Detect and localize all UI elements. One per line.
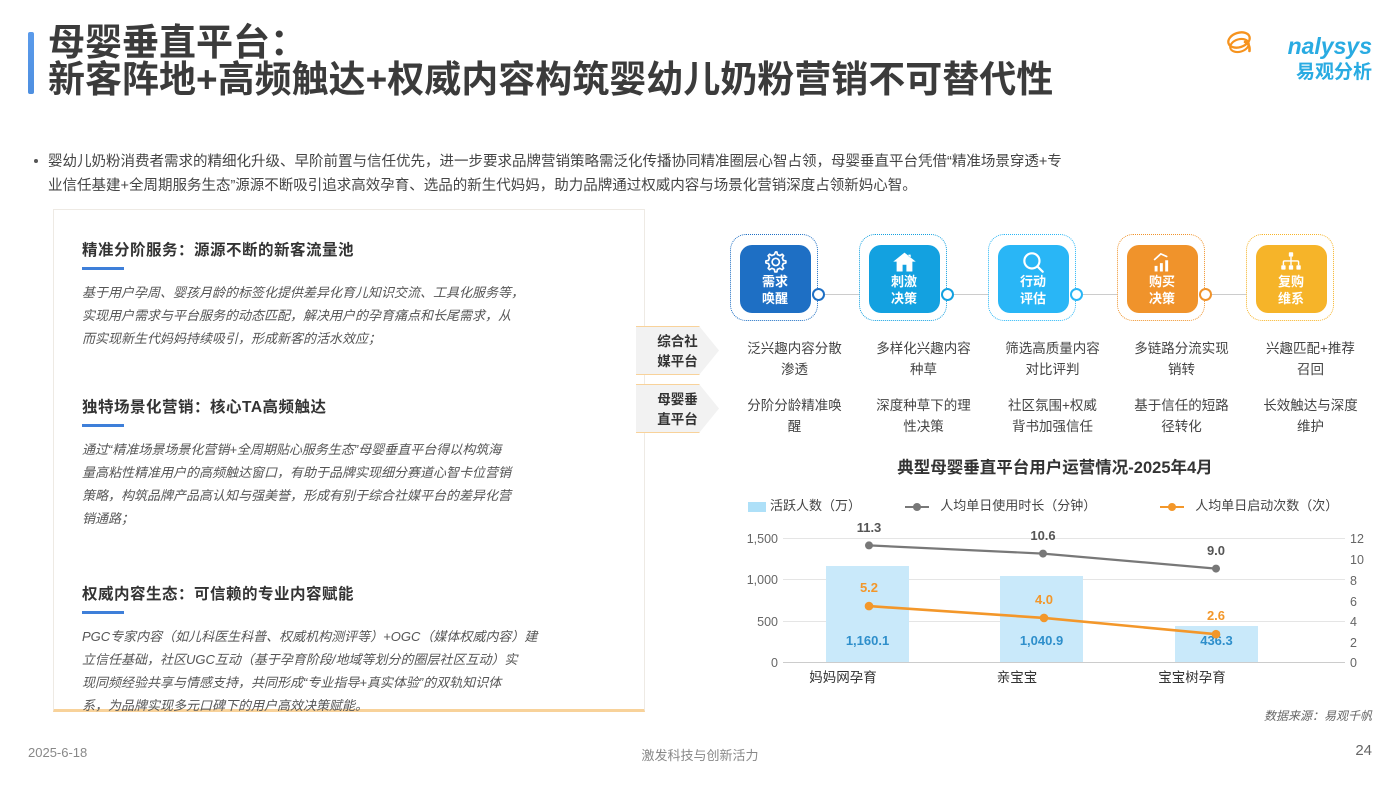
svg-text:易观分析: 易观分析 [1296, 57, 1372, 84]
svg-text:nalysys: nalysys [1288, 33, 1372, 59]
